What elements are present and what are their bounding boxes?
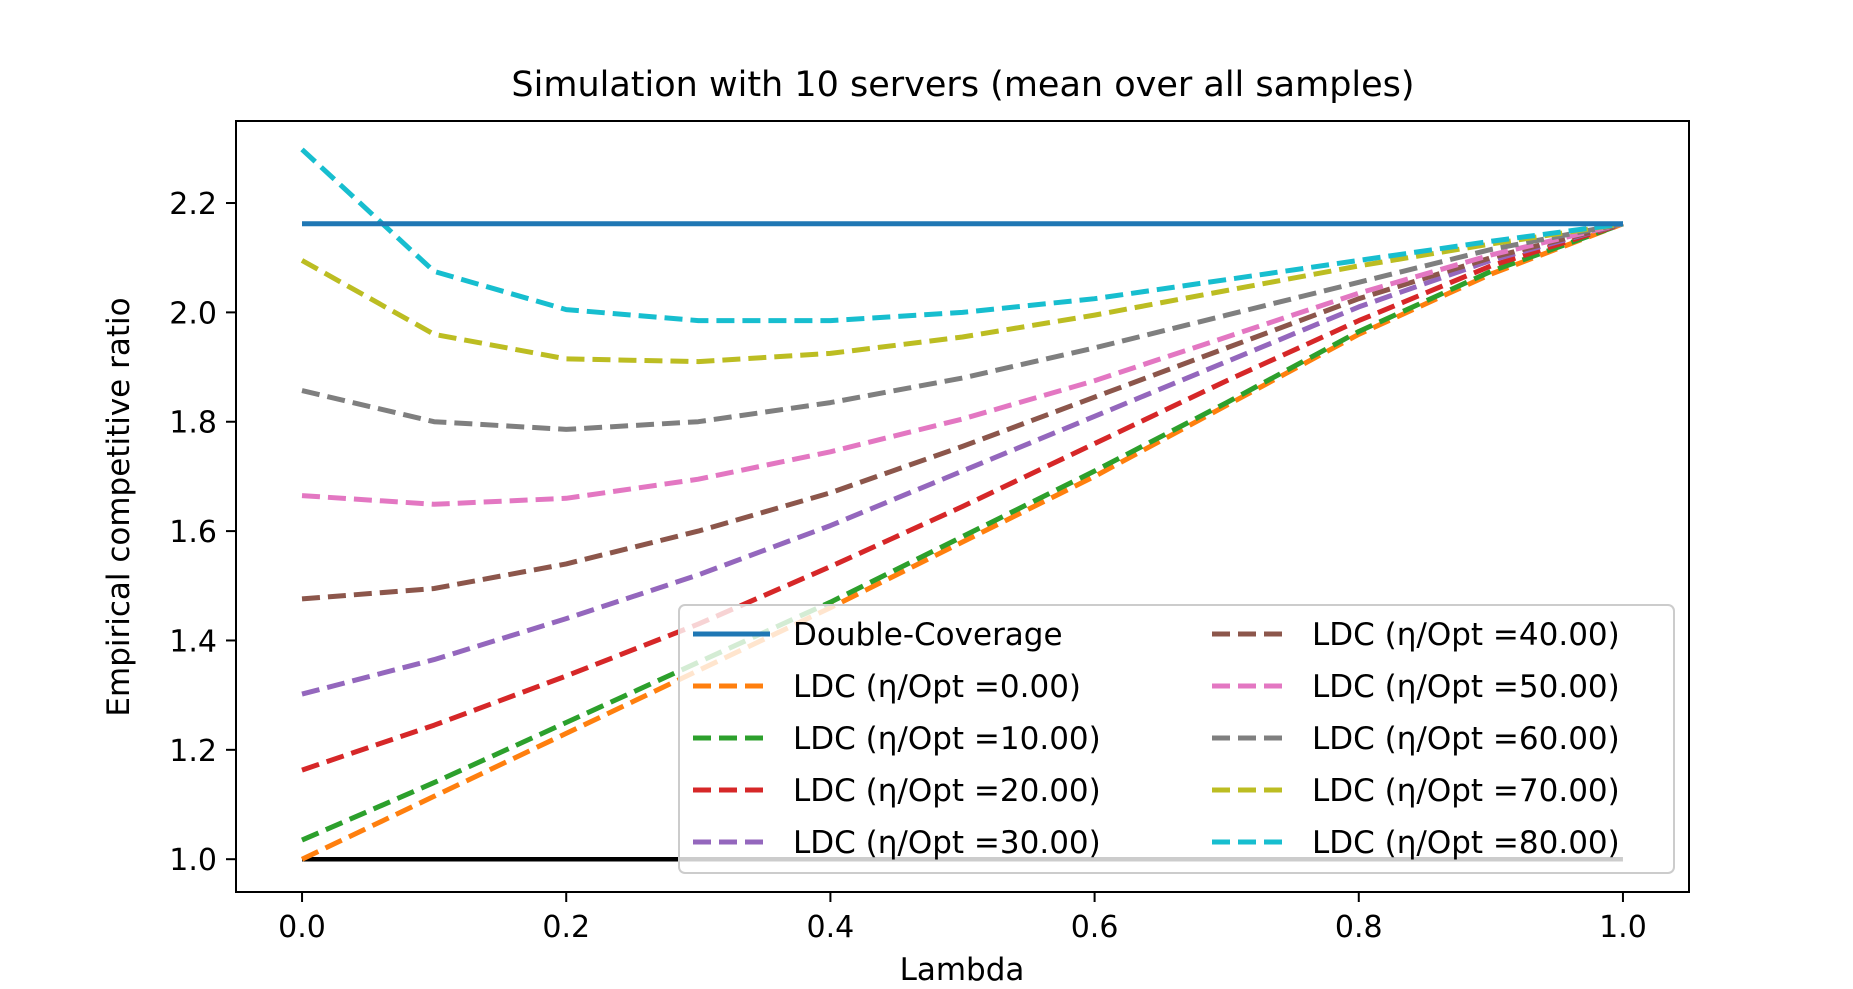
series-line-ldc-opt-80-00	[300, 147, 1624, 324]
chart-title: Simulation with 10 servers (mean over al…	[511, 65, 1414, 105]
series-line-ldc-opt-60-00	[301, 221, 1624, 432]
plot-frame	[235, 120, 1690, 893]
series-line-ldc-opt-70-00	[300, 221, 1624, 365]
legend-label: LDC (η/Opt =20.00)	[793, 773, 1101, 809]
series-line-ldc-opt-20-00	[301, 221, 1624, 773]
series-line-ldc-opt-0-00	[300, 221, 1624, 862]
legend-label: Double-Coverage	[793, 617, 1063, 653]
x-axis-label: Lambda	[900, 952, 1025, 988]
legend: Double-Coverage LDC (η/Opt =0.00) LDC (η/O…	[678, 604, 1675, 874]
series-line-ldc-opt-50-00	[301, 221, 1624, 507]
legend-label: LDC (η/Opt =0.00)	[793, 669, 1081, 705]
legend-label: LDC (η/Opt =30.00)	[793, 825, 1101, 861]
x-tick-label: 0.6	[1071, 910, 1119, 945]
x-tick-label: 1.0	[1599, 910, 1647, 945]
x-tick-label: 0.2	[542, 910, 590, 945]
x-tick-label: 0.0	[278, 910, 326, 945]
y-tick-label: 1.6	[169, 515, 217, 550]
legend-label: LDC (η/Opt =50.00)	[1312, 669, 1620, 705]
y-tick-label: 2.0	[169, 296, 217, 331]
plot-lines	[300, 147, 1624, 862]
x-tick-label: 0.8	[1335, 910, 1383, 945]
y-tick-label: 1.2	[169, 734, 217, 769]
y-tick-label: 1.0	[169, 843, 217, 878]
y-tick-label: 1.4	[169, 624, 217, 659]
y-ticks: 1.0 1.2 1.4 1.6 1.8 2.0 2.2	[169, 187, 236, 878]
legend-entries: Double-Coverage LDC (η/Opt =0.00) LDC (η/O…	[693, 617, 1620, 861]
x-ticks: 0.0 0.2 0.4 0.6 0.8 1.0	[278, 892, 1647, 945]
series-line-ldc-opt-40-00	[301, 221, 1624, 602]
legend-label: LDC (η/Opt =70.00)	[1312, 773, 1620, 809]
legend-label: LDC (η/Opt =10.00)	[793, 721, 1101, 757]
series-line-ldc-opt-10-00	[301, 221, 1624, 843]
series-line-ldc-opt-30-00	[301, 221, 1624, 697]
y-axis-label: Empirical competitive ratio	[101, 297, 137, 716]
legend-box	[678, 604, 1675, 874]
y-tick-label: 1.8	[169, 406, 217, 441]
legend-label: LDC (η/Opt =80.00)	[1312, 825, 1620, 861]
x-tick-label: 0.4	[807, 910, 855, 945]
legend-label: LDC (η/Opt =60.00)	[1312, 721, 1620, 757]
y-tick-label: 2.2	[169, 187, 217, 222]
legend-label: LDC (η/Opt =40.00)	[1312, 617, 1620, 653]
